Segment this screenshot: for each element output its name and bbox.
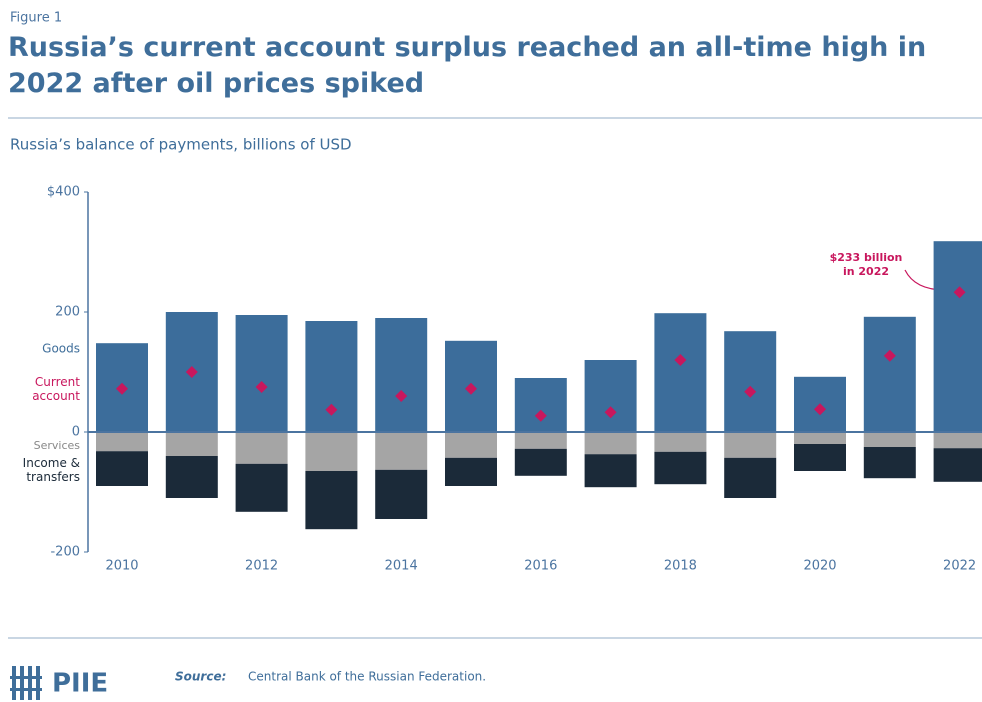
x-tick-label: 2022 xyxy=(943,559,976,574)
bar xyxy=(724,432,777,458)
current-account-marker xyxy=(534,409,547,422)
current-account-marker xyxy=(185,366,198,378)
bar xyxy=(305,471,358,530)
current-account-marker xyxy=(325,403,338,416)
figure-label: Figure 1 xyxy=(10,11,62,26)
title-box: Russia’s current account surplus reached… xyxy=(8,32,927,99)
bar xyxy=(863,447,916,479)
bar xyxy=(933,448,982,482)
bar xyxy=(794,432,846,444)
subtitle: Russia’s balance of payments, billions o… xyxy=(10,136,352,154)
bar xyxy=(445,457,497,486)
logo: PIIE xyxy=(52,669,108,699)
logo-icon xyxy=(10,666,42,700)
bar xyxy=(235,432,288,464)
bar xyxy=(933,241,982,432)
bar xyxy=(375,469,428,519)
bar xyxy=(165,432,218,456)
annotation: in 2022 xyxy=(843,265,889,278)
current-account-marker xyxy=(604,406,617,419)
x-tick-label: 2010 xyxy=(105,559,138,574)
bar xyxy=(654,451,707,485)
chart-title: Russia’s current account surplus reached… xyxy=(8,32,927,99)
bar xyxy=(96,432,148,452)
current-account-marker xyxy=(116,382,128,395)
y-tick-label: $400 xyxy=(47,185,80,200)
bar xyxy=(235,463,288,512)
bar xyxy=(514,448,567,476)
bar xyxy=(863,432,916,447)
series-label: Goods xyxy=(42,342,80,356)
series-label: Income & transfers xyxy=(23,456,80,484)
current-account-marker xyxy=(744,385,757,398)
bar xyxy=(724,457,777,498)
series-label: Current account xyxy=(32,375,80,403)
current-account-marker xyxy=(395,390,408,402)
bar xyxy=(375,432,428,470)
source-label: Source: xyxy=(175,670,226,684)
x-tick-label: 2012 xyxy=(245,559,278,574)
y-tick-label: 0 xyxy=(72,425,80,440)
current-account-marker xyxy=(255,381,268,393)
bar xyxy=(584,360,637,432)
x-tick-label: 2014 xyxy=(385,559,418,574)
current-account-marker xyxy=(883,349,896,362)
bar xyxy=(305,432,358,471)
y-tick-label: 200 xyxy=(55,305,80,320)
bar xyxy=(514,378,567,432)
current-account-marker xyxy=(674,354,687,366)
bar xyxy=(654,313,707,432)
bar xyxy=(584,454,637,488)
bar xyxy=(933,432,982,449)
current-account-marker xyxy=(814,403,826,416)
x-tick-label: 2016 xyxy=(524,559,557,574)
y-tick-label: -200 xyxy=(50,545,80,560)
bar xyxy=(514,432,567,449)
bar xyxy=(584,432,637,455)
bar xyxy=(794,444,846,471)
current-account-marker xyxy=(465,382,477,395)
bar xyxy=(235,315,288,432)
x-tick-label: 2020 xyxy=(803,559,836,574)
bar xyxy=(165,456,218,498)
source: Central Bank of the Russian Federation. xyxy=(248,670,486,684)
annotation: $233 billion xyxy=(830,251,903,264)
bar xyxy=(863,316,916,432)
bar xyxy=(724,331,777,432)
x-tick-label: 2018 xyxy=(664,559,697,574)
series-label: Services xyxy=(34,439,81,452)
current-account-marker xyxy=(953,286,966,299)
bar xyxy=(96,451,148,486)
bar xyxy=(654,432,707,452)
bar xyxy=(445,432,497,458)
bar xyxy=(375,318,428,432)
